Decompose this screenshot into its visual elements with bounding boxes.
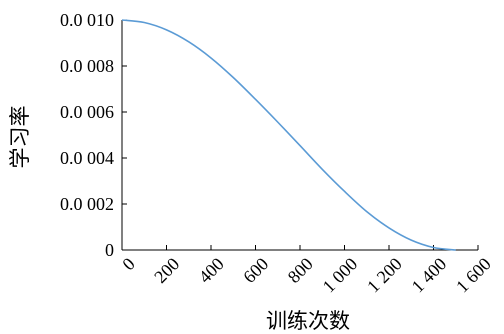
y-tick-label: 0.0 008 (60, 56, 114, 76)
x-tick-label: 1 200 (363, 254, 406, 297)
y-ticks: 0 0.0 002 0.0 004 0.0 006 0.0 008 0.0 010 (60, 10, 127, 260)
x-ticks: 0 200 400 600 800 1 000 1 200 1 400 1 600 (118, 245, 495, 297)
x-tick-label: 800 (284, 254, 317, 287)
series-line (121, 19, 456, 251)
x-tick-label: 1 600 (452, 254, 495, 297)
x-tick-label: 200 (150, 254, 183, 287)
axes (121, 20, 478, 251)
y-tick-label: 0.0 002 (60, 194, 114, 214)
y-axis-title: 学习率 (8, 106, 32, 169)
x-tick-label: 400 (195, 254, 228, 287)
y-tick-label: 0.0 006 (60, 102, 114, 122)
x-axis-title: 训练次数 (266, 309, 350, 333)
y-tick-label: 0.0 004 (60, 148, 114, 168)
x-tick-label: 1 000 (319, 254, 362, 297)
x-tick-label: 1 400 (408, 254, 451, 297)
x-tick-label: 0 (118, 254, 139, 275)
series-layer (121, 19, 456, 251)
x-tick-label: 600 (239, 254, 272, 287)
y-tick-label: 0.0 010 (60, 10, 114, 30)
y-tick-label: 0 (105, 240, 114, 260)
